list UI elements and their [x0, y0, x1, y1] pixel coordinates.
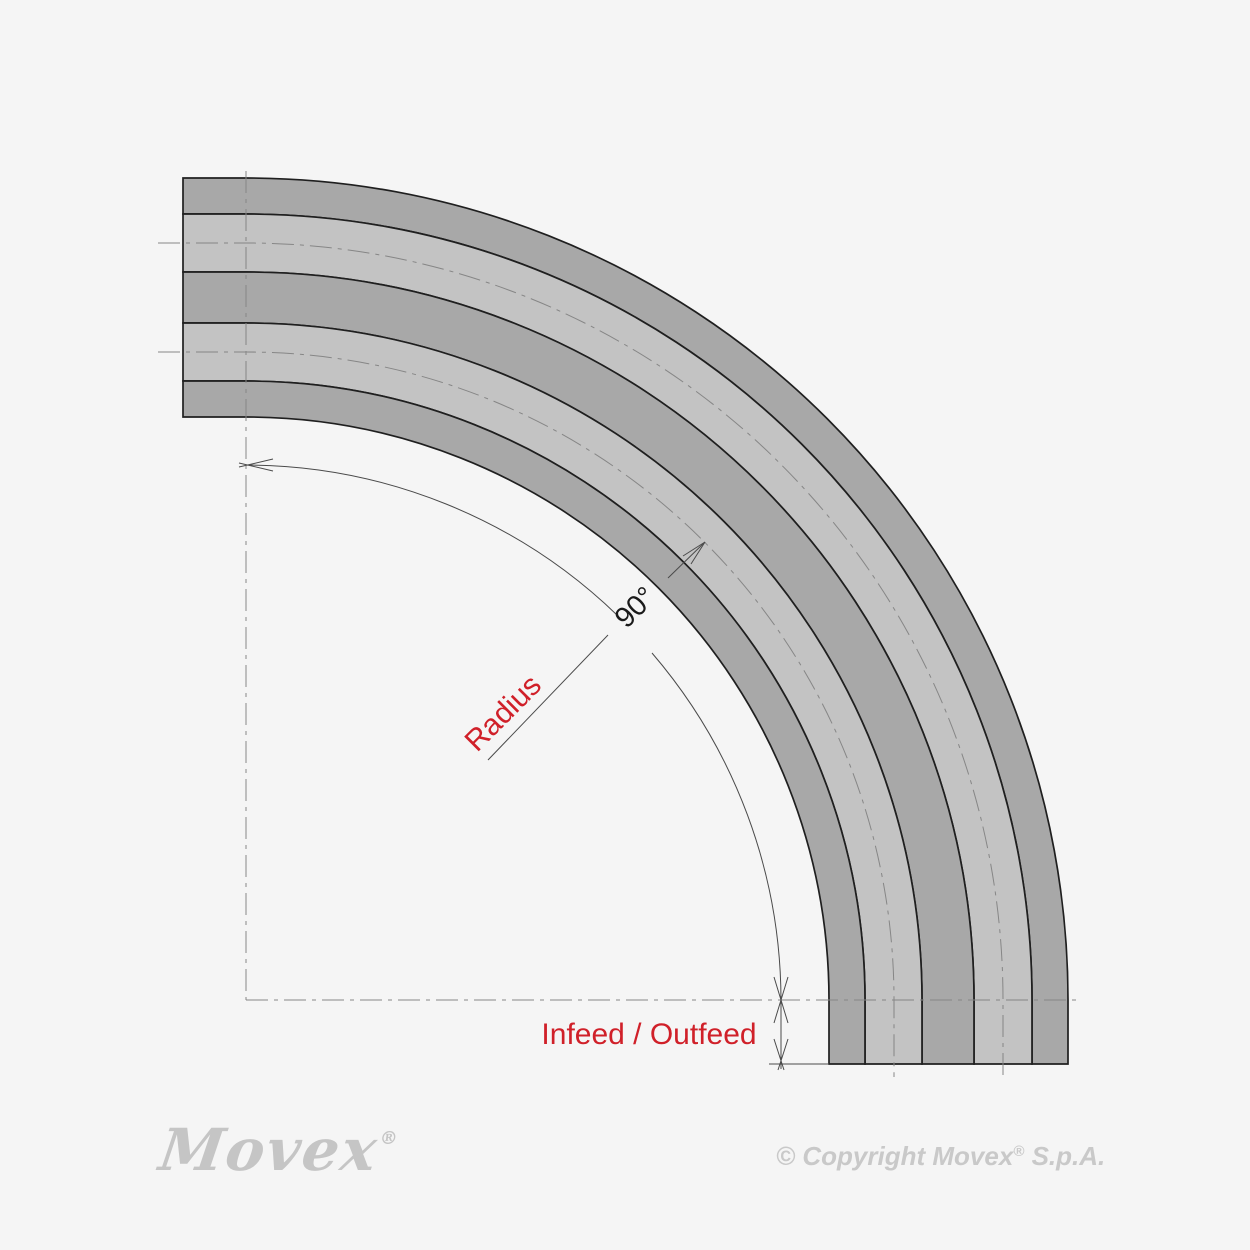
copyright-registered-mark-icon: ® — [1013, 1143, 1025, 1160]
angle-dimension-arc-upper — [245, 464, 618, 616]
angle-label: 90° — [609, 581, 663, 635]
copyright-prefix: © Copyright Movex — [776, 1141, 1014, 1171]
infeed-dimension — [769, 1000, 829, 1071]
copyright-suffix: S.p.A. — [1024, 1141, 1106, 1171]
infeed-outfeed-label: Infeed / Outfeed — [541, 1018, 756, 1051]
inner-guide-rail-band — [182, 380, 866, 1065]
movex-logo-registered-mark-icon: ® — [378, 1128, 400, 1149]
outer-track-centerline — [158, 242, 1004, 1077]
conveyor-bands — [182, 177, 1069, 1065]
infeed-dimension-arrow-bottom — [773, 1038, 789, 1071]
radius-leader-arrow — [682, 541, 706, 565]
centerlines — [158, 171, 1078, 1077]
movex-logo: Movex® — [155, 1116, 401, 1184]
movex-logo-text: Movex — [155, 1116, 383, 1184]
radius-leader-line-upper — [667, 541, 706, 579]
angle-arc-arrow-start — [238, 458, 274, 472]
radius-leader-line-lower — [487, 634, 609, 761]
angle-dimension-arc-lower — [651, 652, 782, 1001]
copyright-text: © Copyright Movex® S.p.A. — [776, 1141, 1105, 1172]
inner-track-centerline — [158, 351, 895, 1077]
radius-dimension — [487, 541, 706, 761]
